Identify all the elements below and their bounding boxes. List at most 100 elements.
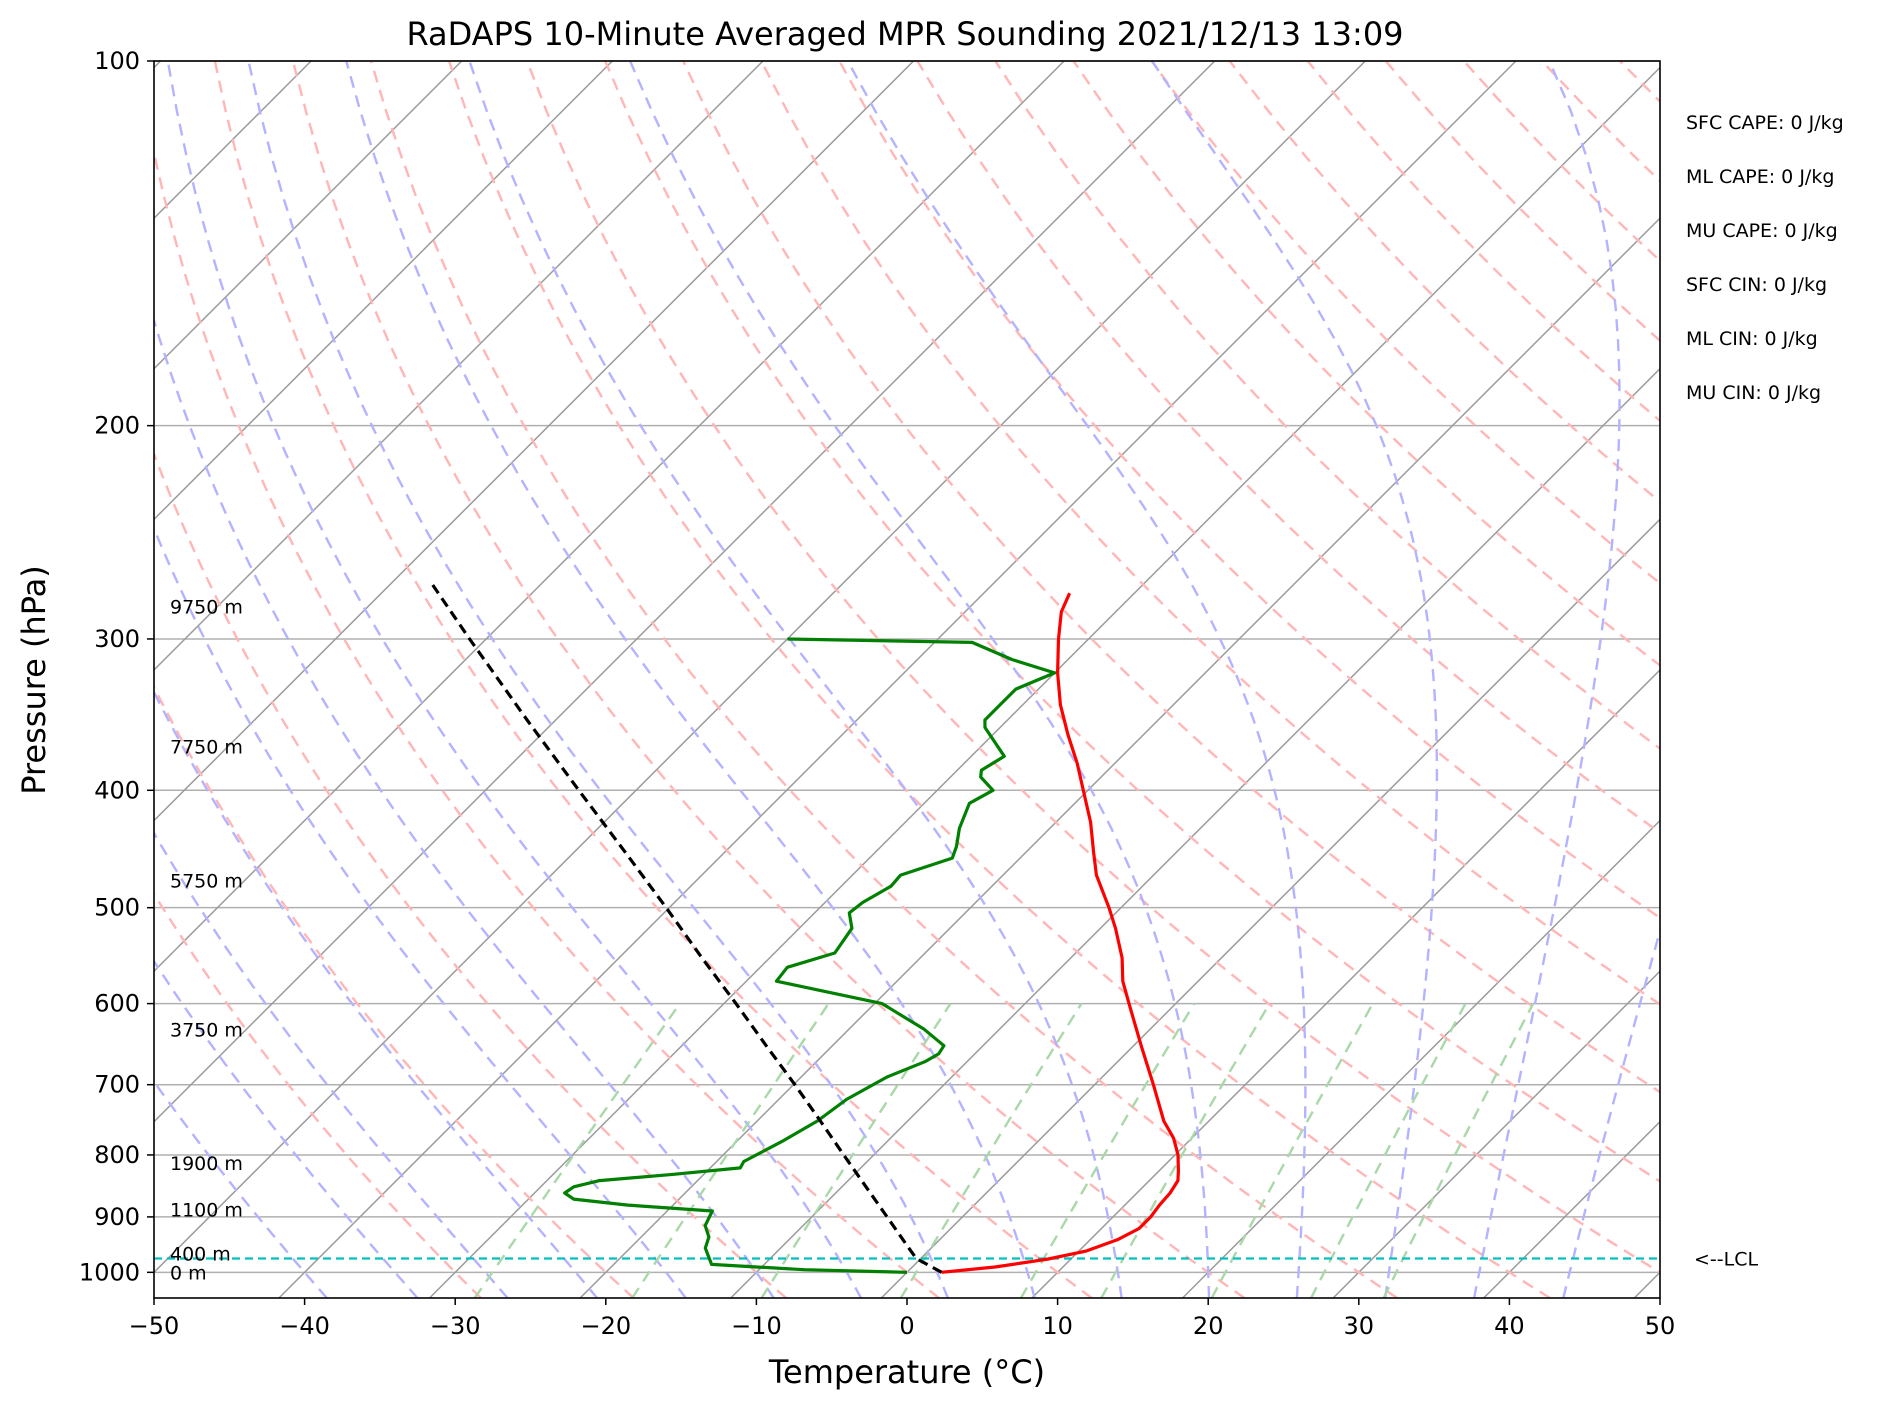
stability-index-text: ML CAPE: 0 J/kg: [1686, 166, 1834, 188]
dry-adiabat: [1698, 61, 1882, 1298]
moist-adiabat: [166, 61, 863, 1298]
dry-adiabat: [447, 61, 1551, 1298]
moist-adiabat: [1562, 925, 1660, 1298]
dry-adiabat: [1462, 61, 1660, 263]
isotherm-line: [880, 518, 1660, 1298]
pressure-gridlines: [154, 60, 1660, 1274]
dry-adiabat: [154, 891, 482, 1298]
y-tick-label: 600: [94, 990, 140, 1018]
height-label: 1900 m: [170, 1153, 243, 1175]
moist-adiabat: [345, 61, 1036, 1298]
chart-title: RaDAPS 10-Minute Averaged MPR Sounding 2…: [406, 15, 1403, 53]
y-tick-label: 1000: [79, 1258, 140, 1286]
isotherm-line: [0, 61, 10, 1298]
sounding-series: [430, 582, 1180, 1274]
isotherm-line: [1332, 970, 1660, 1298]
moist-adiabat: [846, 61, 1307, 1298]
dry-adiabat: [1540, 61, 1660, 183]
moist-adiabat: [1472, 61, 1621, 1298]
stability-indices: SFC CAPE: 0 J/kg ML CAPE: 0 J/kg MU CAPE: …: [1686, 112, 1844, 404]
dry-adiabat: [213, 61, 1093, 1298]
dry-adiabat: [291, 61, 1246, 1298]
x-tick-label: 40: [1494, 1312, 1525, 1340]
x-tick-label: −20: [580, 1312, 631, 1340]
x-tick-label: −10: [731, 1312, 782, 1340]
isotherm-line: [1483, 1120, 1660, 1298]
dry-adiabat: [1072, 61, 1660, 667]
isotherm-line: [154, 61, 915, 822]
mixing-ratio-line: [1210, 1003, 1374, 1298]
x-tick-label: 50: [1645, 1312, 1676, 1340]
moist-adiabat: [154, 316, 775, 1298]
stability-index-text: SFC CAPE: 0 J/kg: [1686, 112, 1844, 134]
dry-adiabat: [154, 450, 788, 1298]
isotherm-line: [579, 217, 1660, 1298]
x-tick-label: 30: [1344, 1312, 1375, 1340]
dry-adiabat: [154, 146, 940, 1298]
dry-adiabat: [604, 61, 1660, 1183]
dry-adiabat: [154, 684, 635, 1298]
y-tick-label: 800: [94, 1141, 140, 1169]
moist-adiabat: [154, 1079, 328, 1298]
isotherm-line: [1182, 819, 1660, 1298]
temperature-profile-line: [941, 592, 1180, 1274]
isotherm-line: [1031, 668, 1660, 1298]
x-tick-label: 0: [899, 1312, 914, 1340]
stability-index-text: ML CIN: 0 J/kg: [1686, 328, 1818, 350]
y-tick-label: 300: [94, 625, 140, 653]
height-label: 1100 m: [170, 1199, 243, 1221]
dry-adiabat: [994, 61, 1660, 751]
mixing-ratio-line: [631, 1002, 830, 1298]
y-tick-label: 400: [94, 776, 140, 804]
lcl-label: <--LCL: [1694, 1248, 1758, 1270]
isotherm-line: [154, 61, 613, 521]
isotherm-line: [154, 61, 1366, 1274]
moist-adiabat: [247, 61, 950, 1298]
mixing-ratio-line: [473, 1002, 681, 1298]
parcel-profile-line: [430, 582, 943, 1274]
dry-adiabat: [838, 61, 1660, 920]
isotherm-line: [278, 61, 1517, 1298]
height-label: 5750 m: [170, 871, 243, 893]
isotherm-line: [1633, 1271, 1660, 1298]
reference-lines: [0, 61, 1882, 1298]
y-tick-label: 200: [94, 412, 140, 440]
x-axis-label: Temperature (°C): [768, 1353, 1045, 1391]
height-label: 400 m: [170, 1244, 231, 1266]
mixing-ratio-line: [760, 1002, 952, 1298]
height-label: 7750 m: [170, 736, 243, 758]
isotherm-line: [154, 61, 764, 671]
moist-adiabat: [154, 830, 509, 1298]
moist-adiabat: [154, 525, 687, 1298]
height-label: 0 m: [170, 1262, 207, 1284]
isotherm-line: [154, 61, 1216, 1123]
y-tick-label: 900: [94, 1203, 140, 1231]
isotherm-line: [154, 61, 1065, 973]
dry-adiabat: [760, 61, 1660, 1006]
y-axis-label: Pressure (hPa): [15, 565, 53, 795]
isotherm-line: [429, 66, 1660, 1298]
x-tick-label: 10: [1042, 1312, 1073, 1340]
isotherm-line: [154, 61, 463, 370]
y-tick-label: 700: [94, 1071, 140, 1099]
dry-adiabat: [1228, 61, 1660, 504]
y-tick-label: 500: [94, 894, 140, 922]
mixing-ratio-line: [1310, 1003, 1467, 1298]
x-tick-label: −30: [430, 1312, 481, 1340]
lcl-marker: <--LCL: [154, 1248, 1758, 1270]
dry-adiabat: [369, 61, 1398, 1298]
stability-index-text: MU CAPE: 0 J/kg: [1686, 220, 1838, 242]
dry-adiabat: [682, 61, 1660, 1094]
stability-index-text: MU CIN: 0 J/kg: [1686, 382, 1821, 404]
moist-adiabat: [154, 689, 599, 1298]
moist-adiabat: [154, 959, 419, 1298]
dewpoint-profile-line: [563, 637, 1057, 1274]
height-label: 9750 m: [170, 596, 243, 618]
x-tick-label: −50: [129, 1312, 180, 1340]
height-label: 3750 m: [170, 1019, 243, 1041]
isotherm-line: [730, 367, 1660, 1298]
stability-index-text: SFC CIN: 0 J/kg: [1686, 274, 1827, 296]
x-tick-label: −40: [279, 1312, 330, 1340]
